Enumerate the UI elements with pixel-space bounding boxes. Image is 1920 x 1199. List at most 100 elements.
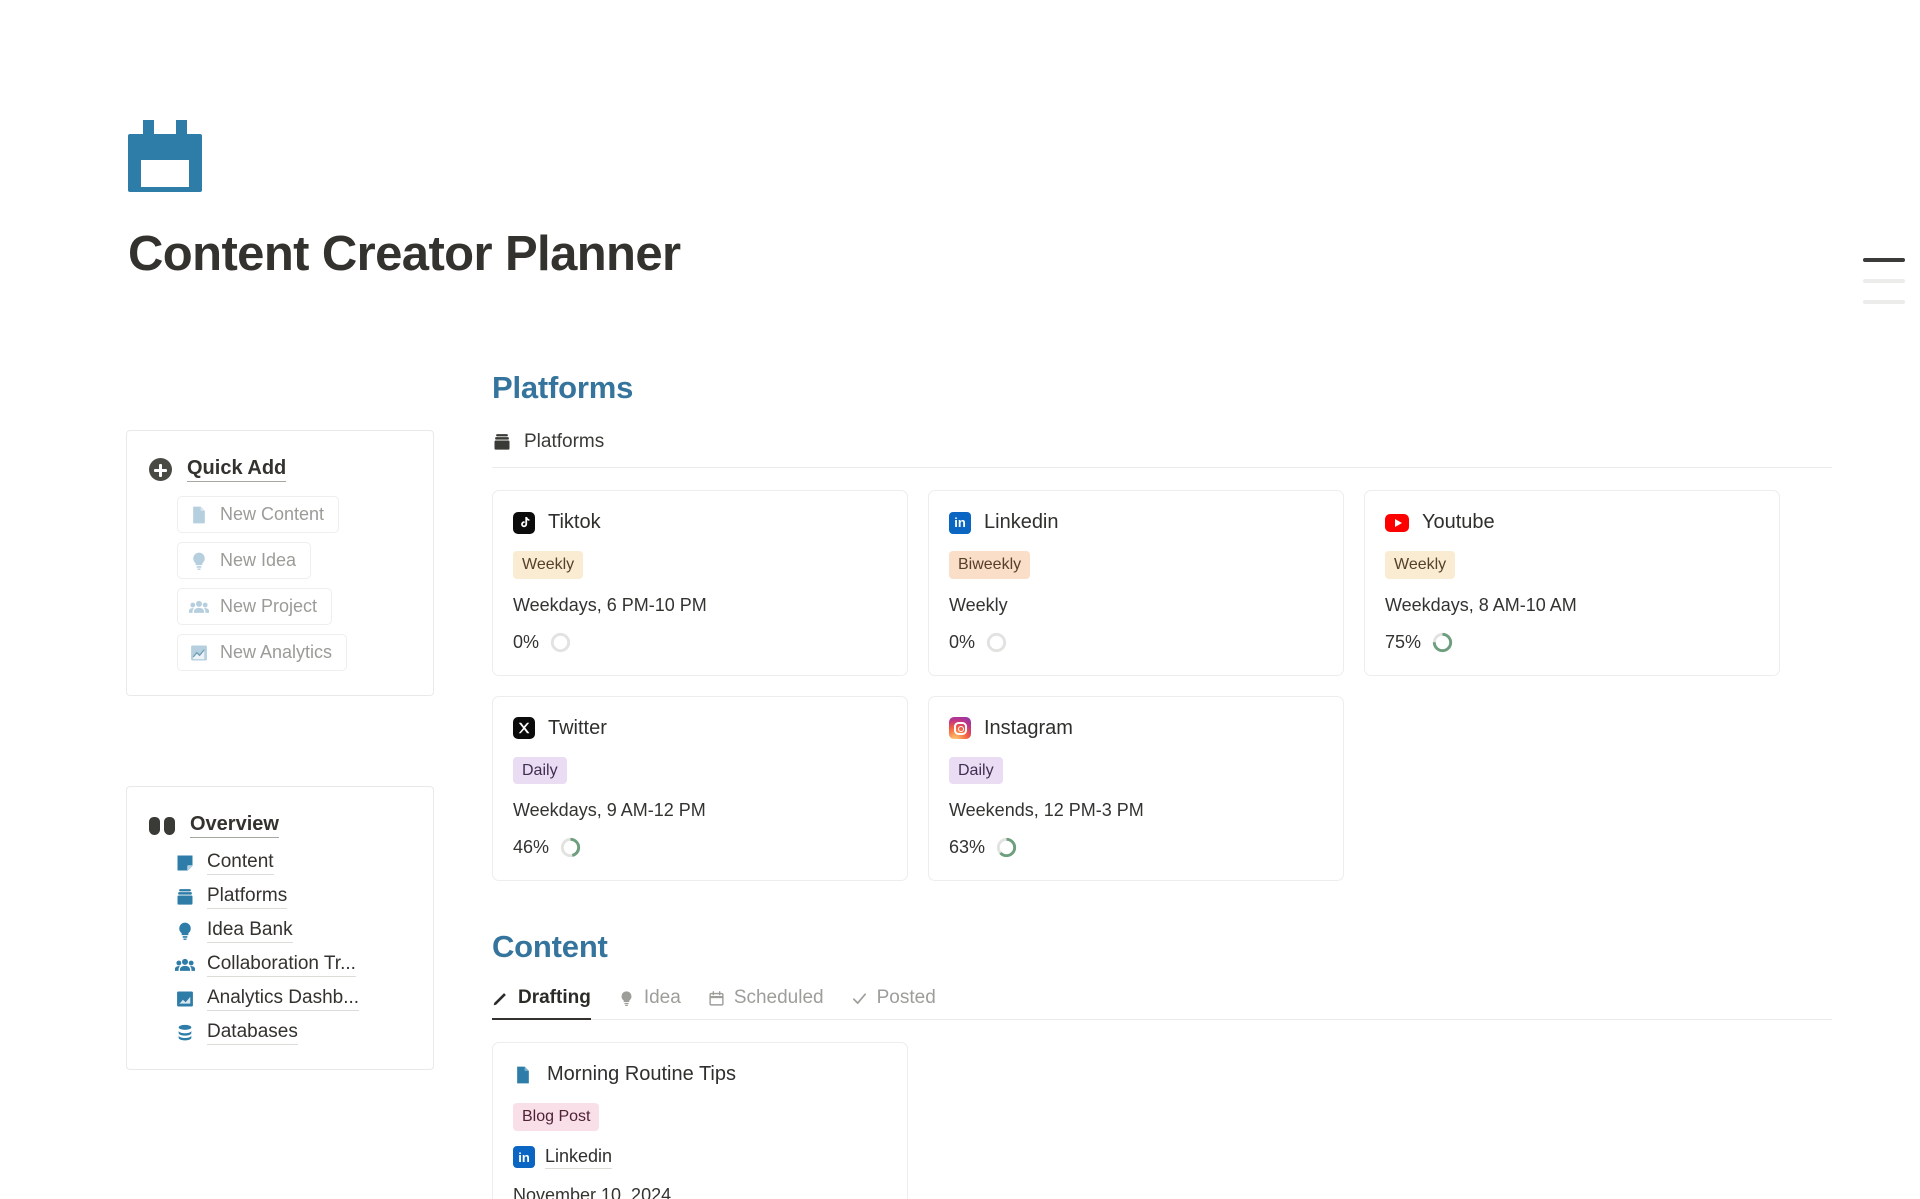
progress-percent: 46% [513,837,550,858]
platform-name: Instagram [984,716,1073,739]
platforms-section: Platforms Platforms Tiktok Weekly [492,370,1832,882]
sidebar-item-databases[interactable]: Databases [175,1021,411,1045]
platform-card[interactable]: in Linkedin Biweekly Weekly 0% [928,490,1344,676]
platform-card[interactable]: Instagram Daily Weekends, 12 PM-3 PM 63% [928,695,1344,882]
progress-percent: 0% [949,631,976,652]
new-analytics-label: New Analytics [220,642,333,662]
platform-progress: 75% [1385,632,1759,653]
youtube-icon [1385,513,1409,532]
check-icon [851,990,868,1007]
platform-schedule: Weekends, 12 PM-3 PM [949,800,1144,821]
plus-circle-icon [149,458,172,481]
sidebar-item-idea-bank[interactable]: Idea Bank [175,919,411,943]
outline-line[interactable] [1863,279,1905,283]
platform-name: Twitter [548,716,607,739]
cadence-badge: Daily [949,756,1003,785]
overview-header: Overview [149,813,411,838]
new-content-button[interactable]: New Content [177,496,340,533]
overview-title[interactable]: Overview [190,813,279,838]
overview-panel: Overview Content Platforms [126,786,434,1070]
tab-scheduled[interactable]: Scheduled [708,987,824,1019]
platform-schedule: Weekdays, 6 PM-10 PM [513,594,707,615]
sidebar-item-label: Idea Bank [207,919,293,943]
chart-icon [175,989,195,1009]
platform-name: Linkedin [984,511,1059,533]
tab-label: Posted [876,987,936,1009]
people-icon [189,597,209,617]
sidebar-item-platforms[interactable]: Platforms [175,885,411,909]
outline-line-active[interactable] [1863,258,1905,262]
quick-add-header: Quick Add [149,457,411,482]
instagram-icon [949,717,971,740]
platform-card[interactable]: Twitter Daily Weekdays, 9 AM-12 PM 46% [492,695,908,882]
quick-add-buttons: New Content New Idea New Project [149,496,411,671]
content-platform-label: Linkedin [545,1146,613,1169]
tab-posted[interactable]: Posted [851,987,936,1019]
calendar-icon [708,990,725,1007]
quick-add-title[interactable]: Quick Add [187,457,287,482]
progress-ring-icon [986,632,1007,652]
progress-ring-icon [996,838,1017,858]
quick-add-panel: Quick Add New Content New Idea [126,430,434,696]
tiktok-icon [513,511,535,534]
platform-schedule: Weekdays, 8 AM-10 AM [1385,594,1577,615]
new-project-button[interactable]: New Project [177,588,333,625]
cadence-badge: Weekly [1385,551,1456,579]
sidebar-item-label: Databases [207,1021,298,1045]
page-title: Content Creator Planner [128,227,681,281]
linkedin-icon: in [513,1146,535,1169]
new-project-label: New Project [220,596,318,616]
lightbulb-icon [189,551,209,571]
archive-icon [492,432,512,452]
platform-card[interactable]: Tiktok Weekly Weekdays, 6 PM-10 PM 0% [492,490,908,676]
outline-line[interactable] [1863,300,1905,304]
content-card[interactable]: Morning Routine Tips Blog Post in Linked… [492,1042,908,1199]
content-section: Content Drafting Idea [492,929,1832,1199]
content-type-badge: Blog Post [513,1103,600,1131]
lightbulb-icon [175,921,195,941]
progress-percent: 0% [513,631,540,652]
content-section-title: Content [492,929,608,965]
main-content: Platforms Platforms Tiktok Weekly [492,370,1832,1199]
content-card-title: Morning Routine Tips [547,1063,736,1086]
tab-label: Scheduled [733,987,824,1009]
tab-label: Drafting [518,987,591,1009]
platform-progress: 0% [949,632,1323,653]
sidebar-item-analytics-dashboard[interactable]: Analytics Dashb... [175,987,411,1011]
progress-percent: 75% [1385,631,1422,652]
sidebar-item-collaboration-tracker[interactable]: Collaboration Tr... [175,953,411,977]
overview-items: Content Platforms Idea Bank [149,851,411,1045]
content-platform[interactable]: in Linkedin [513,1146,887,1169]
chart-icon [189,643,209,663]
content-tabs: Drafting Idea Scheduled [492,987,1832,1021]
linkedin-icon: in [949,511,971,534]
platform-schedule: Weekly [949,594,1008,615]
new-analytics-button[interactable]: New Analytics [177,634,348,671]
progress-ring-icon [550,632,571,652]
platform-progress: 63% [949,837,1323,858]
outline-indicator[interactable] [1863,258,1905,304]
progress-percent: 63% [949,837,986,858]
platform-progress: 46% [513,837,887,858]
new-content-label: New Content [220,504,325,524]
people-icon [175,955,195,975]
tab-idea[interactable]: Idea [618,987,681,1019]
archive-icon [175,887,195,907]
cadence-badge: Weekly [513,551,584,579]
platforms-database-header[interactable]: Platforms [492,431,1832,468]
platform-cards: Tiktok Weekly Weekdays, 6 PM-10 PM 0% [492,490,1832,882]
platforms-database-label: Platforms [524,431,605,452]
note-icon [175,853,195,873]
tab-drafting[interactable]: Drafting [492,987,591,1021]
platform-schedule: Weekdays, 9 AM-12 PM [513,800,706,821]
pencil-icon [492,990,509,1007]
sidebar: Quick Add New Content New Idea [126,430,434,1070]
sidebar-item-content[interactable]: Content [175,851,411,875]
progress-ring-icon [560,838,581,858]
sidebar-item-label: Analytics Dashb... [207,987,360,1011]
new-idea-button[interactable]: New Idea [177,542,312,579]
platform-card[interactable]: Youtube Weekly Weekdays, 8 AM-10 AM 75% [1364,490,1780,676]
sidebar-item-label: Platforms [207,885,288,909]
platform-name: Youtube [1422,511,1495,533]
